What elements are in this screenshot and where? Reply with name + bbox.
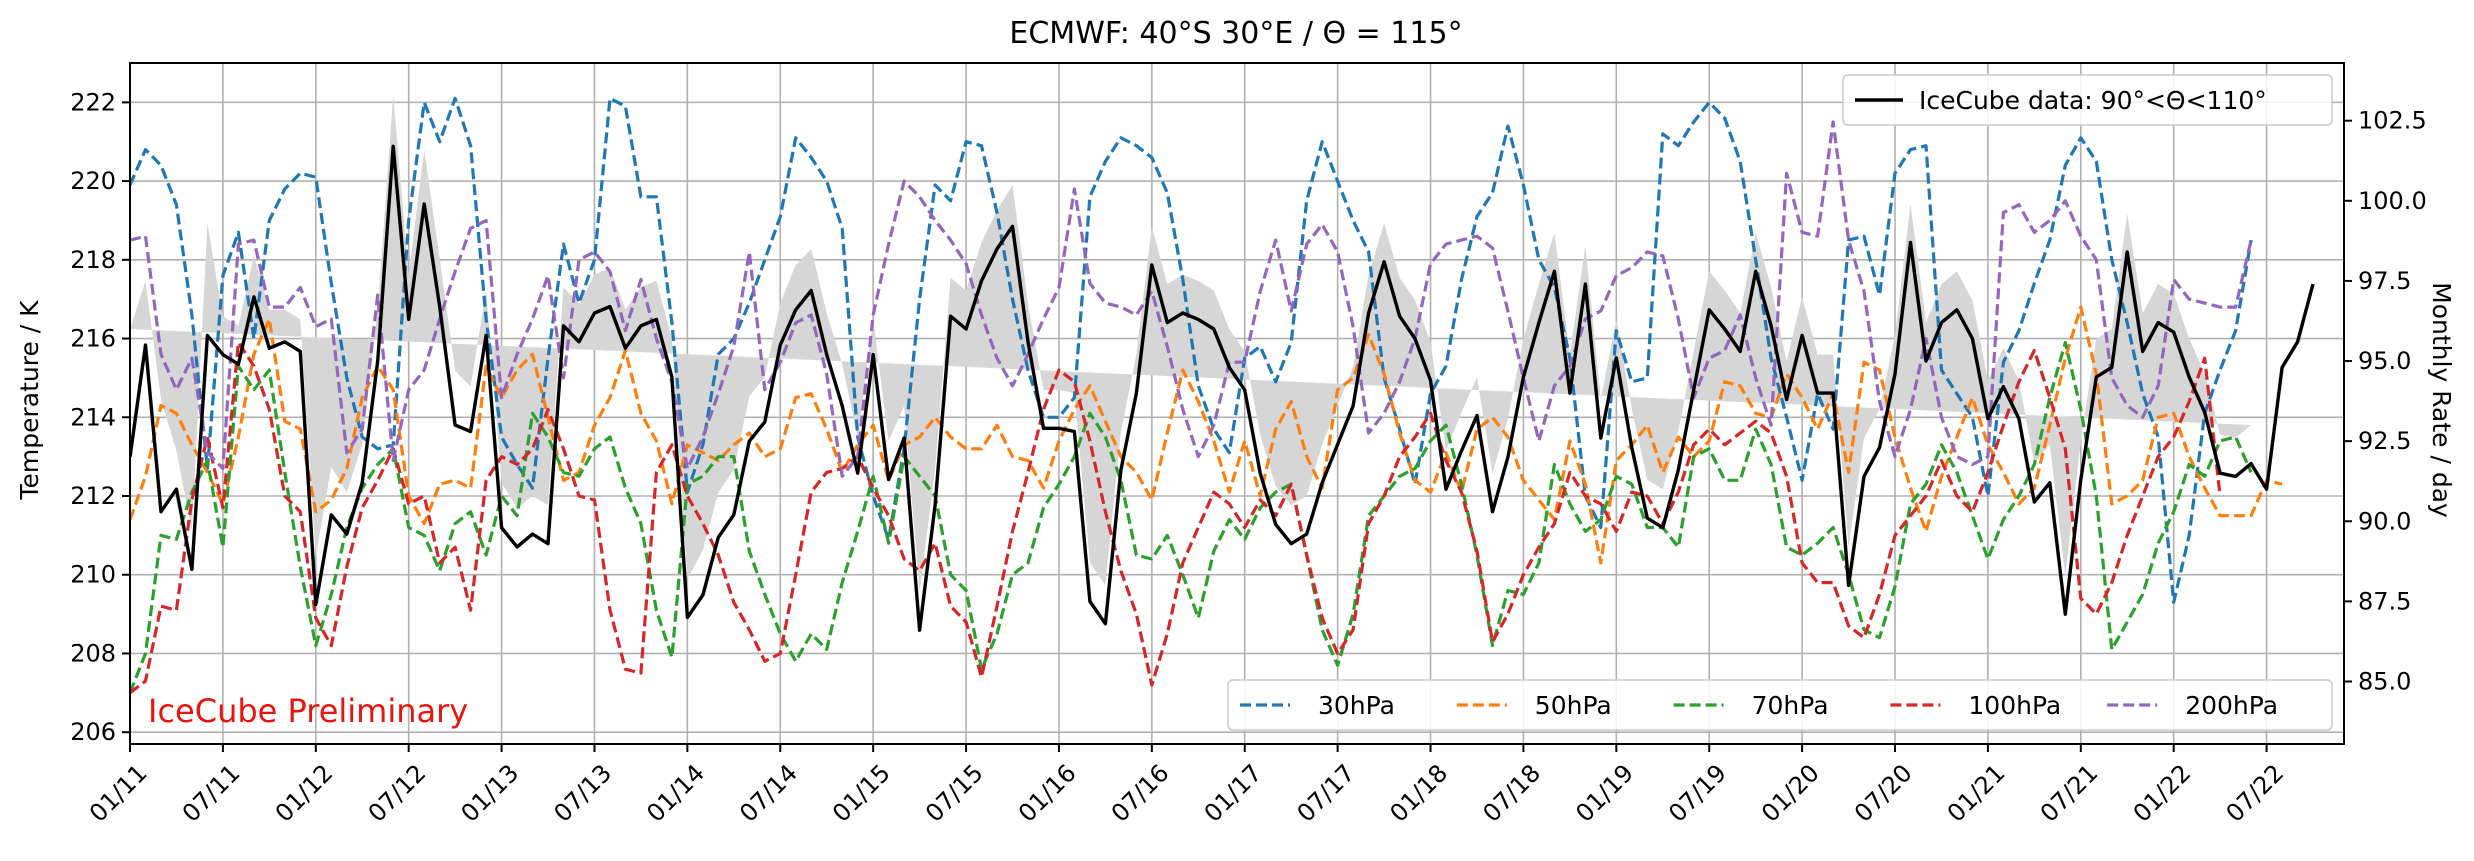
x-tick-label: 01/18 xyxy=(1385,759,1454,828)
y2-tick-label: 102.5 xyxy=(2358,107,2427,135)
legend-label-70hpa: 70hPa xyxy=(1752,691,1829,720)
x-tick-label: 07/16 xyxy=(1106,759,1175,828)
x-tick-label: 07/21 xyxy=(2035,759,2104,828)
y-tick-label: 206 xyxy=(70,718,116,746)
y-axis-left: 206 208 210 212 214 216 218 220 222 xyxy=(70,88,130,746)
x-tick-label: 01/11 xyxy=(84,759,153,828)
x-axis: 01/11 07/11 01/12 07/12 01/13 07/13 01/14 07/14… xyxy=(84,744,2289,828)
x-tick-label: 01/15 xyxy=(827,759,896,828)
x-tick-label: 01/21 xyxy=(1942,759,2011,828)
watermark-text: IceCube Preliminary xyxy=(148,692,468,730)
y2-tick-label: 97.5 xyxy=(2358,267,2411,295)
legend-label-50hpa: 50hPa xyxy=(1535,691,1612,720)
series-line-30hpa xyxy=(130,96,2253,604)
x-tick-label: 07/15 xyxy=(920,759,989,828)
legend-label-icecube: IceCube data: 90°<Θ<110° xyxy=(1919,86,2267,115)
x-tick-label: 07/18 xyxy=(1477,759,1546,828)
x-tick-label: 01/14 xyxy=(641,759,710,828)
x-tick-label: 01/12 xyxy=(270,759,339,828)
x-tick-label: 07/11 xyxy=(177,759,246,828)
legend-label-30hpa: 30hPa xyxy=(1318,691,1395,720)
y2-tick-label: 100.0 xyxy=(2358,187,2427,215)
y-tick-label: 214 xyxy=(70,403,116,431)
legend-box xyxy=(1842,74,2333,126)
y-axis-label: Temperature / K xyxy=(15,300,44,501)
legend-icecube: IceCube data: 90°<Θ<110° xyxy=(1842,74,2333,126)
x-tick-label: 01/20 xyxy=(1756,759,1825,828)
legend-label-100hpa: 100hPa xyxy=(1968,691,2061,720)
y-tick-label: 218 xyxy=(70,246,116,274)
y-tick-label: 208 xyxy=(70,639,116,667)
x-tick-label: 07/12 xyxy=(363,759,432,828)
series-line-200hpa xyxy=(130,120,2253,478)
legend-label-200hpa: 200hPa xyxy=(2185,691,2278,720)
x-tick-label: 01/17 xyxy=(1199,759,1268,828)
legend-box xyxy=(1227,679,2333,731)
x-tick-label: 07/13 xyxy=(548,759,617,828)
x-tick-label: 07/22 xyxy=(2221,759,2290,828)
legend-pressure-levels: 30hPa 50hPa 70hPa 100hPa 200hPa xyxy=(1227,679,2333,731)
y2-tick-label: 95.0 xyxy=(2358,347,2411,375)
y-tick-label: 222 xyxy=(70,88,116,116)
plot-data xyxy=(130,95,2315,695)
y2-tick-label: 87.5 xyxy=(2358,587,2411,615)
series-line-50hpa xyxy=(130,305,2283,565)
y-tick-label: 210 xyxy=(70,561,116,589)
x-tick-label: 01/16 xyxy=(1013,759,1082,828)
y-tick-label: 220 xyxy=(70,167,116,195)
plot-frame xyxy=(129,62,2345,745)
y2-axis-label: Monthly Rate / day xyxy=(2427,282,2456,518)
x-tick-label: 07/19 xyxy=(1663,759,1732,828)
series-line-70hpa xyxy=(130,340,2253,694)
x-tick-label: 01/13 xyxy=(456,759,525,828)
x-tick-label: 07/14 xyxy=(734,759,803,828)
y-tick-label: 216 xyxy=(70,325,116,353)
y2-tick-label: 90.0 xyxy=(2358,507,2411,535)
y2-tick-label: 85.0 xyxy=(2358,668,2411,696)
series-line-100hpa xyxy=(130,340,2222,695)
x-tick-label: 01/22 xyxy=(2128,759,2197,828)
x-tick-label: 07/17 xyxy=(1292,759,1361,828)
x-tick-label: 07/20 xyxy=(1849,759,1918,828)
chart-title: ECMWF: 40°S 30°E / Θ = 115° xyxy=(1009,16,1462,51)
y-axis-right: 85.0 87.5 90.0 92.5 95.0 97.5 100.0 102.5 xyxy=(2344,107,2427,696)
y2-tick-label: 92.5 xyxy=(2358,427,2411,455)
x-tick-label: 01/19 xyxy=(1570,759,1639,828)
series-line-icecube xyxy=(130,144,2315,632)
y-tick-label: 212 xyxy=(70,482,116,510)
